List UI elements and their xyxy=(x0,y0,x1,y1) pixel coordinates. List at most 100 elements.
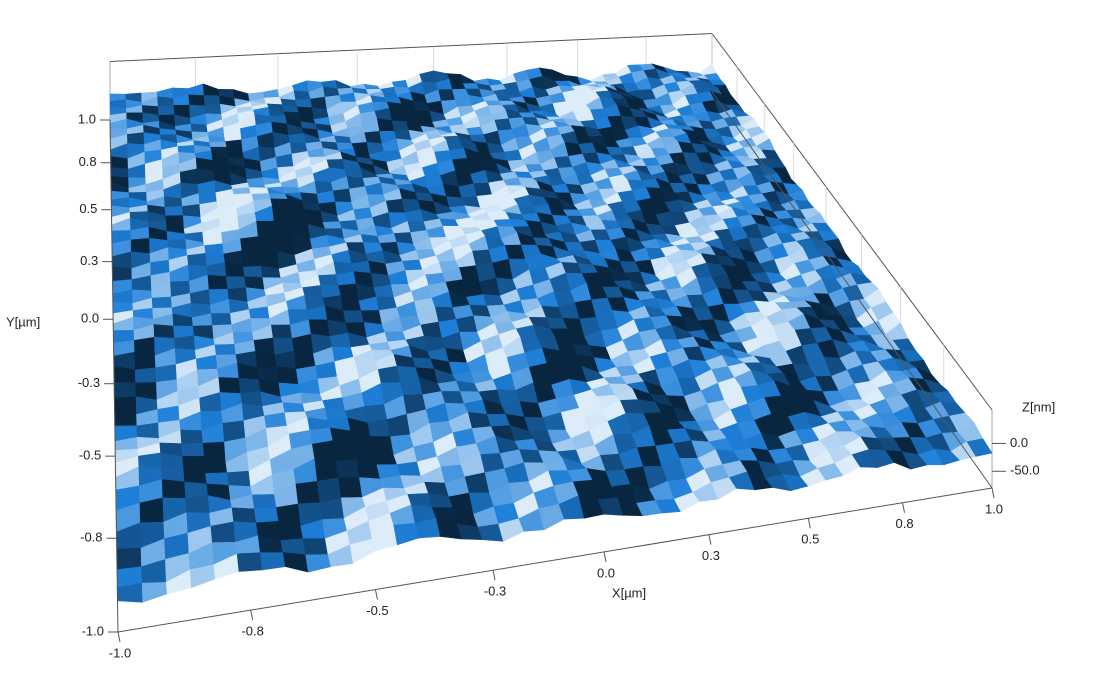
x-axis-label: X[µm] xyxy=(612,585,646,600)
x-tick xyxy=(251,610,253,620)
surface-facet xyxy=(277,366,299,384)
surface-facet xyxy=(351,261,371,273)
surface-facet xyxy=(156,364,177,382)
surface-facet xyxy=(378,366,400,383)
chart: -1.0-0.8-0.5-0.30.00.30.50.81.0-1.0-0.8-… xyxy=(0,0,1108,682)
surface-facet xyxy=(131,238,150,253)
surface-facet xyxy=(137,423,159,439)
surface-facet xyxy=(232,508,256,523)
surface-facet xyxy=(182,204,200,217)
surface-facet xyxy=(206,473,229,486)
z-axis-label: Z[nm] xyxy=(1022,399,1055,414)
x-tick xyxy=(808,518,810,528)
surface-facet xyxy=(306,555,331,573)
y-tick-label: 0.0 xyxy=(81,311,99,326)
surface-facet xyxy=(397,462,421,476)
surface-facet xyxy=(154,325,175,339)
x-tick-label: -1.0 xyxy=(109,645,131,660)
surface-facet xyxy=(269,194,287,200)
surface-facet xyxy=(394,523,419,544)
surface-facet xyxy=(260,553,285,570)
surface-facet xyxy=(293,81,309,92)
surface-facet xyxy=(181,430,203,444)
x-tick xyxy=(709,535,711,545)
surface-facet xyxy=(203,84,219,96)
box-edge xyxy=(110,34,712,62)
x-tick xyxy=(992,488,994,498)
surface-facet xyxy=(188,84,204,96)
x-tick xyxy=(903,503,905,513)
surface-facet xyxy=(113,267,132,282)
surface-facet xyxy=(319,275,339,286)
surface-facet xyxy=(460,74,476,83)
surface-facet xyxy=(186,496,210,513)
surface-facet xyxy=(219,377,241,393)
y-tick-label: 0.3 xyxy=(80,253,98,268)
surface-facet xyxy=(227,471,250,486)
surface-facet xyxy=(158,97,174,107)
surface-facet xyxy=(368,420,391,437)
surface-facet xyxy=(294,91,310,100)
x-tick xyxy=(493,570,495,580)
surface-facet xyxy=(338,478,362,498)
y-tick-label: 0.5 xyxy=(79,201,97,216)
surface-facet xyxy=(386,199,405,213)
surface-facet xyxy=(211,313,231,325)
surface-facet xyxy=(283,553,308,572)
x-tick-label: 0.8 xyxy=(895,516,913,531)
surface-facet xyxy=(191,124,208,132)
surface-facet xyxy=(700,64,716,75)
surface-facet xyxy=(296,481,320,504)
surface-facet xyxy=(274,221,293,237)
y-tick-label: 1.0 xyxy=(78,111,96,126)
x-tick-label: 0.5 xyxy=(801,532,819,547)
surface-facet xyxy=(296,99,312,108)
surface-facet xyxy=(188,253,207,266)
surface-facet xyxy=(162,480,186,499)
surface-facet xyxy=(142,582,167,602)
x-tick-label: -0.3 xyxy=(484,584,506,599)
surface-facet xyxy=(208,275,228,289)
surface-facet xyxy=(158,105,174,115)
surface-facet xyxy=(205,104,221,114)
surface-facet xyxy=(257,221,276,237)
surface-facet xyxy=(315,459,339,482)
surface-facet xyxy=(336,459,360,477)
surface-facet xyxy=(152,297,172,308)
x-tick-label: 0.0 xyxy=(597,565,615,580)
x-tick xyxy=(118,632,120,642)
surface-facet xyxy=(336,80,352,88)
x-tick xyxy=(604,552,606,562)
x-tick xyxy=(375,590,377,600)
z-tick-label: 0.0 xyxy=(1010,435,1028,450)
surface-facet xyxy=(117,548,141,570)
z-tick-label: -50.0 xyxy=(1010,463,1040,478)
surface-facet xyxy=(111,167,128,177)
x-tick-label: -0.5 xyxy=(366,603,388,618)
surface-facet xyxy=(403,260,423,271)
y-tick-label: -1.0 xyxy=(82,623,104,638)
surface-facet xyxy=(164,197,182,208)
y-tick-label: -0.8 xyxy=(80,530,102,545)
surface-facet xyxy=(178,145,195,153)
surface-facet xyxy=(254,507,278,522)
y-tick-label: 0.8 xyxy=(79,154,97,169)
surface-facet xyxy=(333,189,351,202)
surface-facet xyxy=(237,553,262,572)
surface-facet xyxy=(135,368,156,383)
surface-facet xyxy=(271,325,292,338)
surface-facet xyxy=(323,222,342,229)
x-tick-label: 1.0 xyxy=(985,501,1003,516)
surface-facet xyxy=(289,133,306,143)
surface-facet xyxy=(343,311,364,323)
surface-facet xyxy=(365,131,382,144)
surface-facet xyxy=(263,89,279,98)
y-axis-label: Y[µm] xyxy=(6,315,40,330)
surface-facet xyxy=(336,272,356,286)
surface-facet xyxy=(174,336,195,350)
surface-facet xyxy=(239,378,261,393)
surface-facet xyxy=(312,441,335,462)
surface-facet xyxy=(226,277,246,290)
surface-facet xyxy=(303,539,328,555)
surface-facet xyxy=(205,244,224,254)
